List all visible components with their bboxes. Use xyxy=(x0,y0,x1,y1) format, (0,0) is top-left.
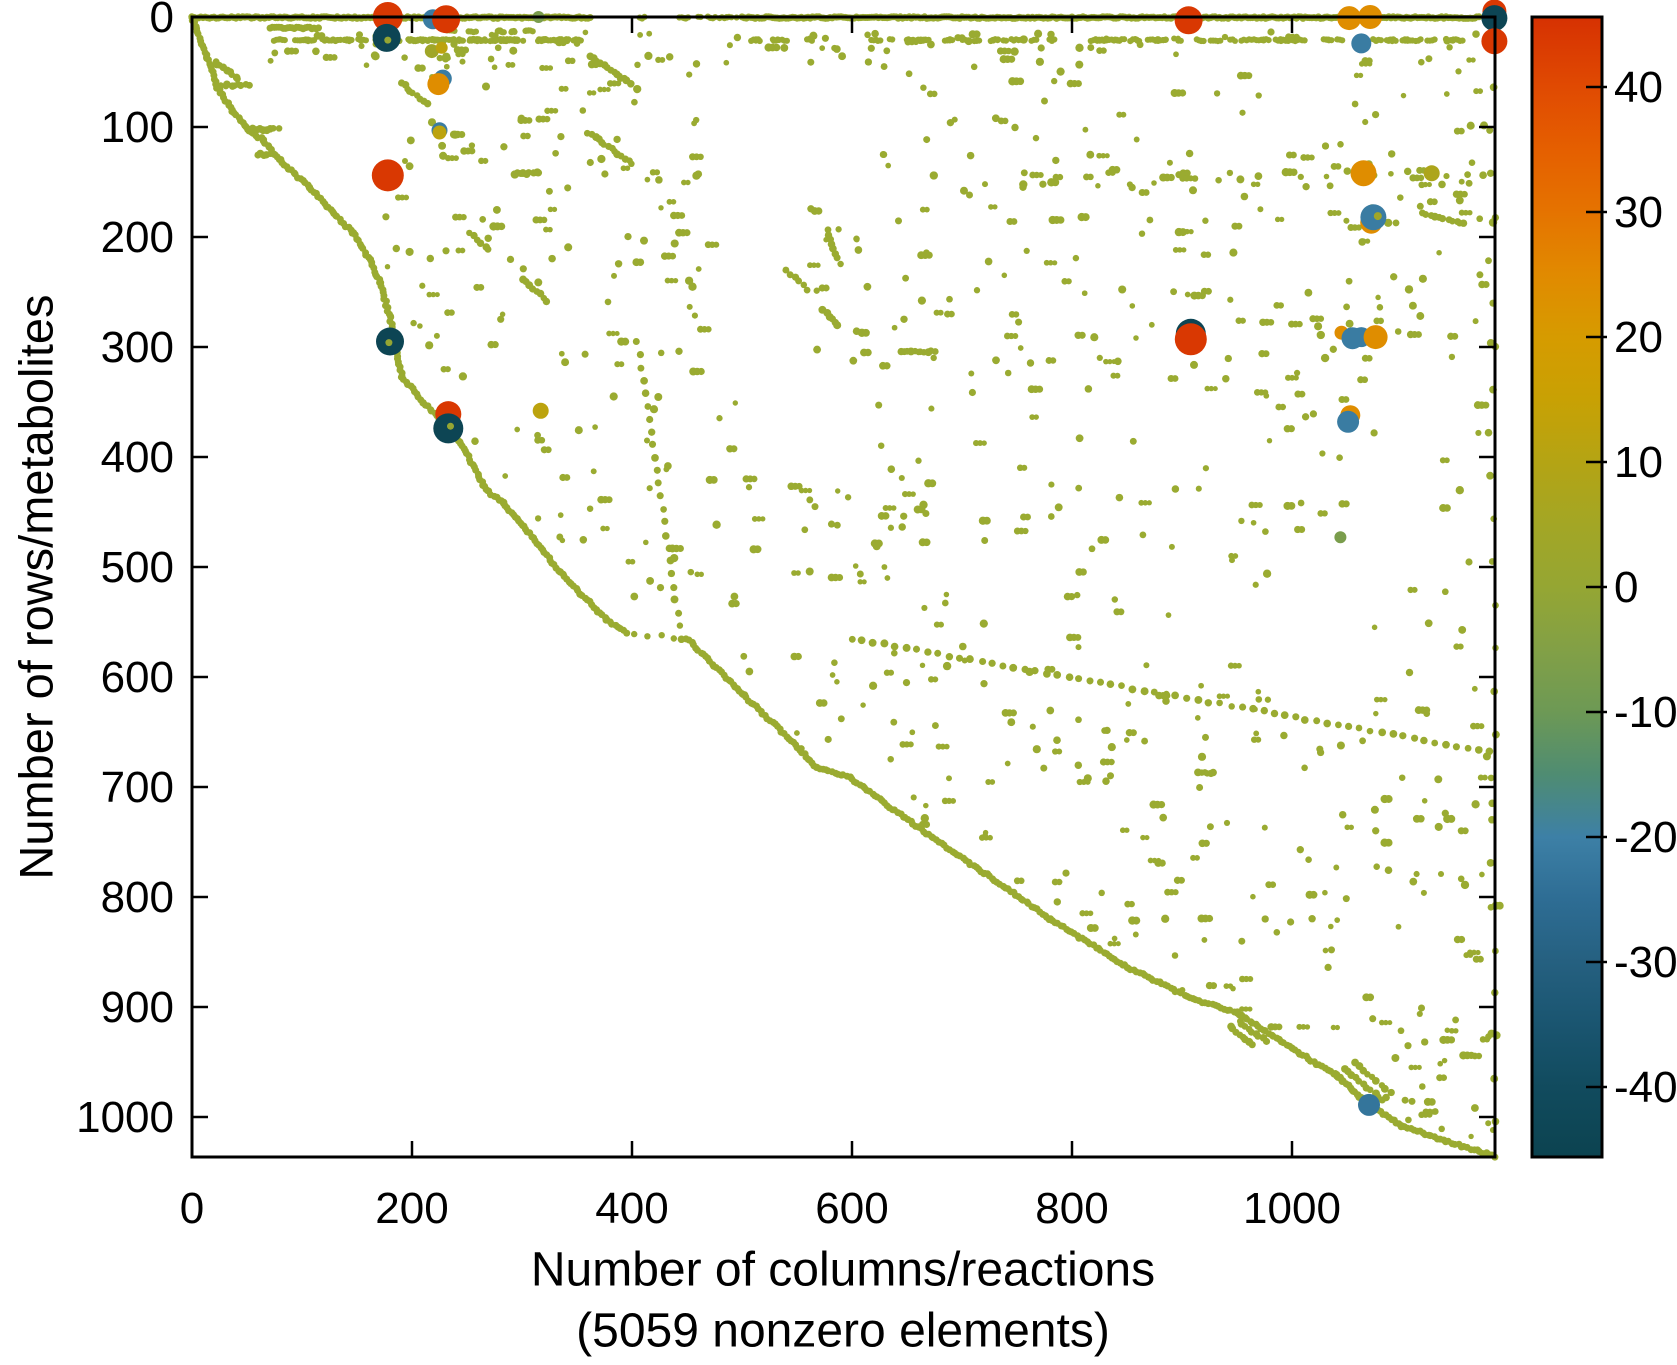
x-axis-note: (5059 nonzero elements) xyxy=(576,1304,1110,1358)
colorbar-tick-label: 20 xyxy=(1614,313,1663,362)
plot-border xyxy=(190,15,1497,1159)
x-tick-label: 600 xyxy=(815,1184,888,1233)
x-axis-title: Number of columns/reactions xyxy=(530,1243,1156,1297)
y-tick-label: 100 xyxy=(101,103,174,152)
bubble xyxy=(432,5,461,34)
colorbar-tick-label: 10 xyxy=(1614,438,1663,487)
y-tick-label: 700 xyxy=(101,763,174,812)
x-tick-label: 0 xyxy=(180,1184,204,1233)
colorbar-tick-label: 0 xyxy=(1614,563,1638,612)
x-tick-label: 200 xyxy=(375,1184,448,1233)
colorbar: 40 30 20 10 0 -10 -20 -30 -40 xyxy=(1530,15,1677,1159)
bubble xyxy=(1423,165,1440,182)
bubble xyxy=(1174,6,1203,35)
bubble xyxy=(1174,323,1207,356)
y-tick-label: 600 xyxy=(101,653,174,702)
y-tick-label: 900 xyxy=(101,983,174,1032)
colorbar-tick-label: -10 xyxy=(1614,688,1677,737)
y-tick-label: 200 xyxy=(101,213,174,262)
tick-labels: 0 200 400 600 800 100001002003004005006007008… xyxy=(76,0,1341,1233)
bubble xyxy=(427,73,450,96)
bubble xyxy=(1360,204,1387,231)
colorbar-tick-label: 30 xyxy=(1614,188,1663,237)
bubble xyxy=(1334,531,1347,544)
bubble xyxy=(385,339,393,347)
bubble xyxy=(1358,1093,1380,1116)
bubble xyxy=(371,159,404,192)
bubble xyxy=(1373,212,1382,221)
x-tick-label: 400 xyxy=(595,1184,668,1233)
bubble xyxy=(435,41,448,54)
axes xyxy=(190,15,1497,1159)
y-axis-title: Number of rows/metabolites xyxy=(9,294,63,880)
bubble xyxy=(447,422,454,430)
colorbar-tick-label: -20 xyxy=(1614,813,1677,862)
bubble xyxy=(384,36,392,44)
x-tick-label: 1000 xyxy=(1243,1184,1341,1233)
colorbar-tick-label: -30 xyxy=(1614,938,1677,987)
colorbar-tick-label: -40 xyxy=(1614,1063,1677,1112)
colorbar-tick-label: 40 xyxy=(1614,63,1663,112)
bubble xyxy=(432,125,447,140)
y-tick-label: 400 xyxy=(101,433,174,482)
bubble xyxy=(1351,33,1372,54)
bubble xyxy=(1363,325,1388,350)
bubble xyxy=(1350,160,1377,187)
x-tick-label: 800 xyxy=(1035,1184,1108,1233)
bubble xyxy=(424,44,439,59)
bubble xyxy=(1337,410,1360,433)
bubbles xyxy=(371,0,1508,1116)
bubble xyxy=(532,402,549,419)
y-tick-label: 300 xyxy=(101,323,174,372)
y-tick-label: 800 xyxy=(101,873,174,922)
y-tick-label: 0 xyxy=(150,0,174,42)
y-tick-label: 1000 xyxy=(76,1093,174,1142)
y-tick-label: 500 xyxy=(101,543,174,592)
